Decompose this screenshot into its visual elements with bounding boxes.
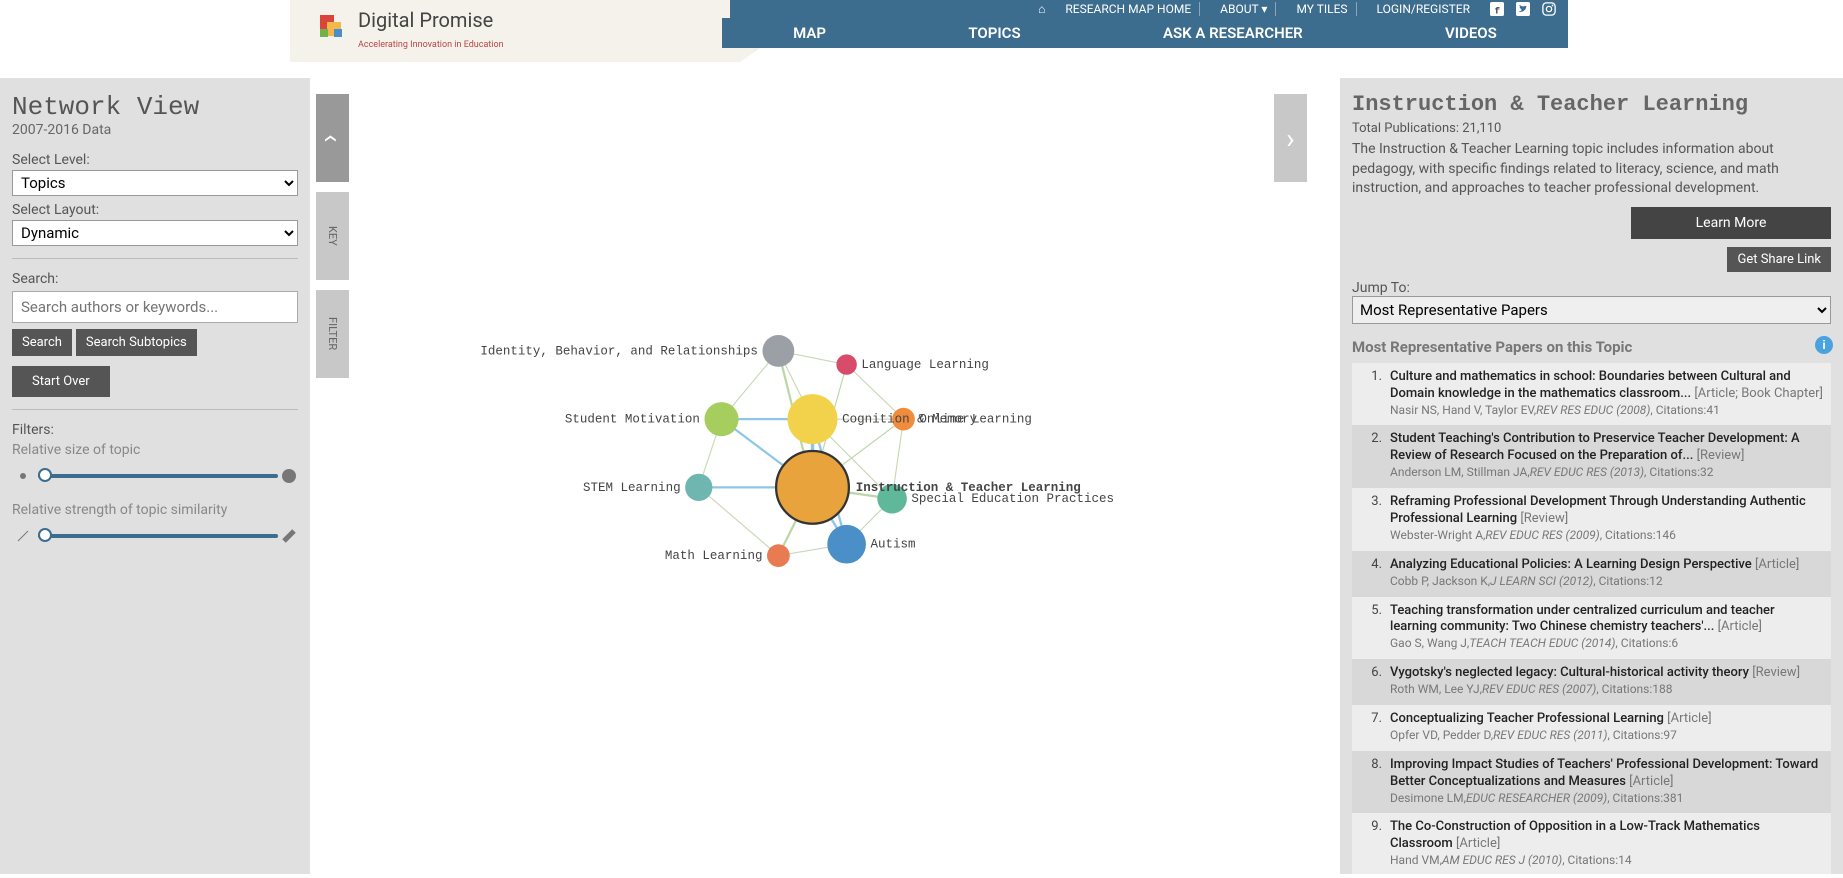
logo-name: Digital Promise: [358, 8, 504, 32]
info-icon[interactable]: i: [1815, 336, 1833, 354]
pub-count: Total Publications: 21,110: [1352, 121, 1831, 136]
papers-heading: Most Representative Papers on this Topic…: [1352, 338, 1831, 357]
node-cognition[interactable]: [787, 394, 837, 444]
search-subtopics-button[interactable]: Search Subtopics: [76, 329, 197, 356]
collapse-right-button[interactable]: ›: [1274, 94, 1307, 182]
paper-item[interactable]: 6.Vygotsky's neglected legacy: Cultural-…: [1352, 659, 1831, 705]
search-input[interactable]: [12, 291, 298, 323]
nav-videos[interactable]: VIDEOS: [1445, 24, 1497, 42]
paper-item[interactable]: 3.Reframing Professional Development Thr…: [1352, 488, 1831, 551]
level-label: Select Level:: [12, 152, 298, 168]
node-identity[interactable]: [762, 335, 794, 367]
node-motivation[interactable]: [704, 402, 738, 436]
top-link-login[interactable]: LOGIN/REGISTER: [1369, 2, 1478, 16]
top-link-home[interactable]: RESEARCH MAP HOME: [1057, 2, 1200, 16]
filter-tab[interactable]: FILTER: [316, 290, 349, 378]
paper-item[interactable]: 5.Teaching transformation under centrali…: [1352, 597, 1831, 660]
layout-label: Select Layout:: [12, 202, 298, 218]
left-panel: Network View 2007-2016 Data Select Level…: [0, 78, 310, 874]
papers-list: 1.Culture and mathematics in school: Bou…: [1352, 363, 1831, 874]
jump-label: Jump To:: [1352, 280, 1831, 296]
top-link-about[interactable]: ABOUT ▾: [1212, 2, 1276, 16]
svg-text:Identity, Behavior, and Relati: Identity, Behavior, and Relationships: [480, 344, 758, 358]
logo-tagline: Accelerating Innovation in Education: [358, 40, 504, 50]
side-tabs: ‹ KEY FILTER: [316, 94, 349, 388]
node-instruction[interactable]: [776, 451, 849, 524]
panel-title: Network View: [12, 92, 298, 122]
right-panel: Instruction & Teacher Learning Total Pub…: [1340, 78, 1843, 874]
logo-panel: Digital Promise Accelerating Innovation …: [290, 0, 740, 62]
level-select[interactable]: Topics: [12, 170, 298, 196]
small-circle-icon: [16, 468, 30, 482]
top-link-tiles[interactable]: MY TILES: [1288, 2, 1356, 16]
node-language[interactable]: [836, 354, 856, 374]
paper-item[interactable]: 2.Student Teaching's Contribution to Pre…: [1352, 425, 1831, 488]
home-icon: ⌂: [1038, 2, 1045, 16]
filters-label: Filters:: [12, 422, 298, 438]
svg-text:Special Education Practices: Special Education Practices: [911, 492, 1114, 506]
svg-text:Language Learning: Language Learning: [861, 358, 989, 372]
twitter-icon[interactable]: [1516, 2, 1530, 16]
learn-more-button[interactable]: Learn More: [1631, 207, 1831, 239]
share-button[interactable]: Get Share Link: [1727, 247, 1831, 272]
thin-line-icon: [16, 528, 30, 542]
logo-mark: [320, 15, 350, 45]
filter1-label: Relative size of topic: [12, 442, 298, 458]
svg-text:Student Motivation: Student Motivation: [565, 413, 700, 427]
search-label: Search:: [12, 271, 298, 287]
size-slider[interactable]: [12, 464, 298, 488]
large-circle-icon: [282, 468, 296, 482]
filter2-label: Relative strength of topic similarity: [12, 502, 298, 518]
instagram-icon[interactable]: [1542, 2, 1556, 16]
topic-description: The Instruction & Teacher Learning topic…: [1352, 140, 1831, 199]
collapse-left-button[interactable]: ‹: [316, 94, 349, 182]
topic-title: Instruction & Teacher Learning: [1352, 92, 1831, 117]
svg-text:Math Learning: Math Learning: [665, 549, 763, 563]
nav-bar: MAP TOPICS ASK A RESEARCHER VIDEOS: [722, 18, 1568, 48]
svg-text:f: f: [1494, 5, 1500, 16]
network-canvas[interactable]: Instruction & Teacher LearningCognition …: [350, 78, 1275, 874]
panel-subtitle: 2007-2016 Data: [12, 122, 298, 138]
nav-map[interactable]: MAP: [793, 24, 826, 42]
layout-select[interactable]: Dynamic: [12, 220, 298, 246]
nav-topics[interactable]: TOPICS: [968, 24, 1020, 42]
paper-item[interactable]: 1.Culture and mathematics in school: Bou…: [1352, 363, 1831, 426]
top-bar: ⌂ RESEARCH MAP HOME ABOUT ▾ MY TILES LOG…: [730, 0, 1568, 18]
node-autism[interactable]: [827, 525, 866, 564]
thick-line-icon: [282, 528, 296, 542]
node-math[interactable]: [767, 544, 790, 567]
key-tab[interactable]: KEY: [316, 192, 349, 280]
paper-item[interactable]: 9.The Co-Construction of Opposition in a…: [1352, 813, 1831, 874]
svg-text:Autism: Autism: [870, 538, 915, 552]
start-over-button[interactable]: Start Over: [12, 366, 110, 397]
logo[interactable]: Digital Promise Accelerating Innovation …: [320, 8, 504, 51]
facebook-icon[interactable]: f: [1490, 2, 1504, 16]
svg-text:STEM Learning: STEM Learning: [583, 481, 681, 495]
svg-text:Online Learning: Online Learning: [919, 413, 1032, 427]
divider: [12, 258, 298, 259]
paper-item[interactable]: 7.Conceptualizing Teacher Professional L…: [1352, 705, 1831, 751]
divider: [12, 409, 298, 410]
node-stem[interactable]: [685, 474, 712, 501]
paper-item[interactable]: 4.Analyzing Educational Policies: A Lear…: [1352, 551, 1831, 597]
strength-slider[interactable]: [12, 524, 298, 548]
jump-select[interactable]: Most Representative Papers: [1352, 296, 1831, 324]
search-button[interactable]: Search: [12, 329, 72, 356]
paper-item[interactable]: 8.Improving Impact Studies of Teachers' …: [1352, 751, 1831, 814]
nav-ask[interactable]: ASK A RESEARCHER: [1163, 24, 1303, 42]
